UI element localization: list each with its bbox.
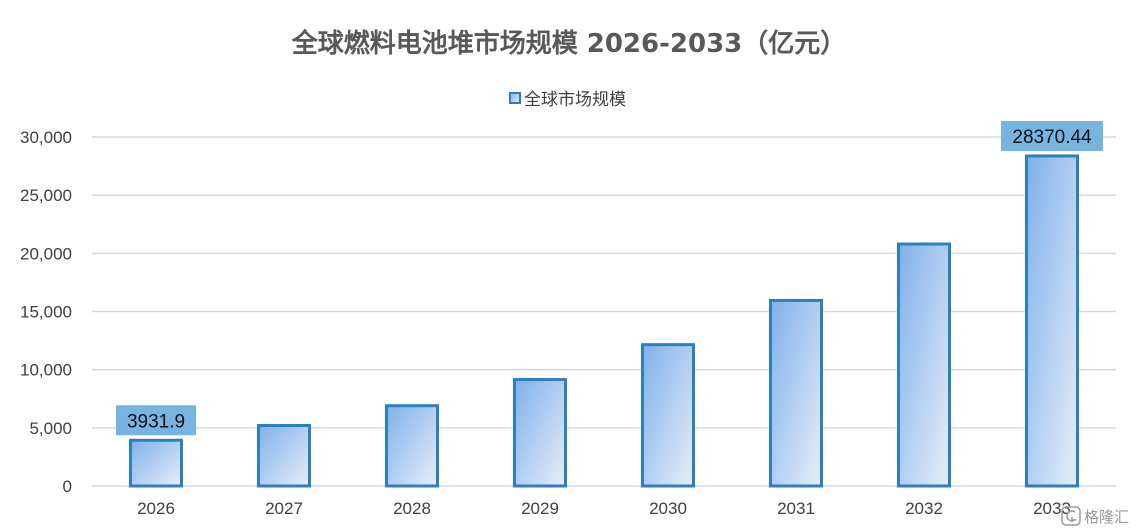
bar-2033 bbox=[1025, 154, 1079, 488]
x-tick-label: 2027 bbox=[265, 499, 303, 518]
x-tick-label: 2030 bbox=[649, 499, 687, 518]
data-label-bg bbox=[1001, 120, 1103, 151]
x-tick-label: 2026 bbox=[137, 499, 175, 518]
bar-2027 bbox=[257, 424, 311, 488]
watermark: 格隆汇 bbox=[1061, 506, 1129, 526]
y-tick-label: 0 bbox=[63, 477, 72, 496]
x-tick-label: 2031 bbox=[777, 499, 815, 518]
chart-title: 全球燃料电池堆市场规模 2026-2033（亿元） bbox=[291, 28, 847, 59]
data-label: 3931.9 bbox=[127, 411, 185, 432]
watermark-text: 格隆汇 bbox=[1084, 508, 1129, 526]
legend-label: 全球市场规模 bbox=[524, 90, 626, 110]
y-tick-label: 25,000 bbox=[20, 186, 72, 205]
bar-2030 bbox=[641, 343, 695, 488]
y-tick-label: 10,000 bbox=[20, 361, 72, 380]
bar-2029 bbox=[513, 378, 567, 488]
y-tick-label: 15,000 bbox=[20, 303, 72, 322]
gelonghui-logo-icon bbox=[1061, 506, 1081, 526]
data-label-bg bbox=[116, 405, 196, 436]
legend-swatch bbox=[509, 92, 521, 104]
data-label: 28370.44 bbox=[1012, 127, 1092, 148]
legend: 全球市场规模 bbox=[509, 90, 626, 110]
grid-lines bbox=[92, 136, 1116, 487]
x-tick-label: 2029 bbox=[521, 499, 559, 518]
y-tick-label: 30,000 bbox=[20, 128, 72, 147]
bars bbox=[129, 154, 1079, 488]
y-tick-label: 5,000 bbox=[29, 419, 72, 438]
bar-2032 bbox=[897, 242, 951, 488]
bar-2028 bbox=[385, 404, 439, 488]
y-axis-ticks: 0 5,000 10,000 15,000 20,000 25,000 30,000 bbox=[20, 128, 72, 496]
x-tick-label: 2032 bbox=[905, 499, 943, 518]
x-tick-label: 2028 bbox=[393, 499, 431, 518]
x-tick-label: 2033 bbox=[1033, 499, 1071, 518]
x-axis-ticks: 2026 2027 2028 2029 2030 2031 2032 2033 bbox=[137, 499, 1071, 518]
bar-2031 bbox=[769, 298, 823, 488]
bar-2026 bbox=[129, 438, 183, 488]
y-tick-label: 20,000 bbox=[20, 244, 72, 263]
data-labels: 3931.9 28370.44 bbox=[116, 120, 1103, 436]
